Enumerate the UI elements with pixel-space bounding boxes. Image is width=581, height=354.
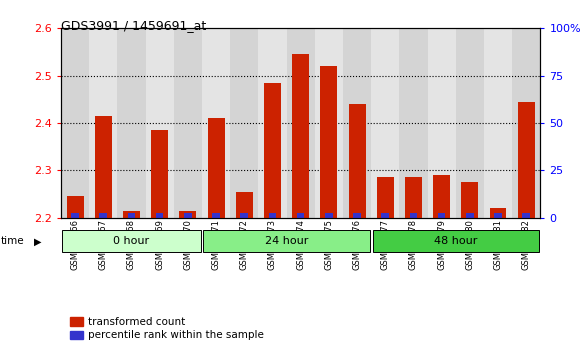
Bar bbox=[212, 213, 220, 218]
Bar bbox=[123, 211, 140, 218]
Bar bbox=[268, 213, 277, 218]
Text: ▶: ▶ bbox=[34, 236, 41, 246]
Bar bbox=[297, 213, 304, 218]
Bar bbox=[382, 213, 389, 218]
Text: 24 hour: 24 hour bbox=[265, 236, 309, 246]
Bar bbox=[315, 28, 343, 218]
Bar bbox=[184, 213, 192, 218]
Bar bbox=[490, 208, 507, 218]
Bar bbox=[156, 213, 163, 218]
Bar bbox=[236, 192, 253, 218]
Bar bbox=[494, 213, 502, 218]
Bar bbox=[99, 213, 107, 218]
FancyBboxPatch shape bbox=[372, 230, 539, 252]
Bar bbox=[292, 55, 309, 218]
Bar bbox=[241, 213, 248, 218]
Bar bbox=[174, 28, 202, 218]
Bar bbox=[264, 83, 281, 218]
Bar bbox=[466, 213, 474, 218]
Bar bbox=[343, 28, 371, 218]
FancyBboxPatch shape bbox=[203, 230, 370, 252]
Bar bbox=[95, 116, 112, 218]
Bar bbox=[353, 213, 361, 218]
Bar bbox=[259, 28, 286, 218]
Bar bbox=[180, 211, 196, 218]
Bar bbox=[428, 28, 456, 218]
Bar bbox=[146, 28, 174, 218]
Bar bbox=[230, 28, 259, 218]
Bar bbox=[117, 28, 146, 218]
Bar bbox=[377, 177, 394, 218]
Bar bbox=[151, 130, 168, 218]
Bar bbox=[461, 182, 478, 218]
Text: GDS3991 / 1459691_at: GDS3991 / 1459691_at bbox=[61, 19, 206, 33]
Bar bbox=[71, 213, 79, 218]
Bar bbox=[456, 28, 484, 218]
Bar bbox=[512, 28, 540, 218]
Bar bbox=[67, 196, 84, 218]
Bar bbox=[371, 28, 399, 218]
Bar bbox=[61, 28, 89, 218]
Bar bbox=[207, 118, 224, 218]
FancyBboxPatch shape bbox=[62, 230, 200, 252]
Bar bbox=[286, 28, 315, 218]
Bar bbox=[410, 213, 417, 218]
Bar bbox=[128, 213, 135, 218]
Bar bbox=[325, 213, 333, 218]
Bar bbox=[522, 213, 530, 218]
Bar bbox=[405, 177, 422, 218]
Bar bbox=[399, 28, 428, 218]
Bar bbox=[202, 28, 230, 218]
Bar bbox=[484, 28, 512, 218]
Text: 0 hour: 0 hour bbox=[113, 236, 149, 246]
Text: 48 hour: 48 hour bbox=[434, 236, 478, 246]
Bar bbox=[320, 66, 338, 218]
Text: time: time bbox=[1, 236, 25, 246]
Bar bbox=[433, 175, 450, 218]
Bar bbox=[349, 104, 365, 218]
Bar bbox=[438, 213, 446, 218]
Legend: transformed count, percentile rank within the sample: transformed count, percentile rank withi… bbox=[66, 313, 268, 345]
Bar bbox=[518, 102, 535, 218]
Bar bbox=[89, 28, 117, 218]
